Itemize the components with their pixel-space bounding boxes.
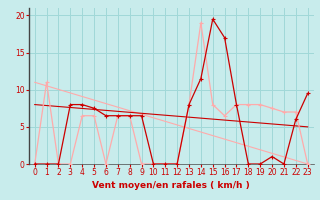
X-axis label: Vent moyen/en rafales ( km/h ): Vent moyen/en rafales ( km/h ) [92, 181, 250, 190]
